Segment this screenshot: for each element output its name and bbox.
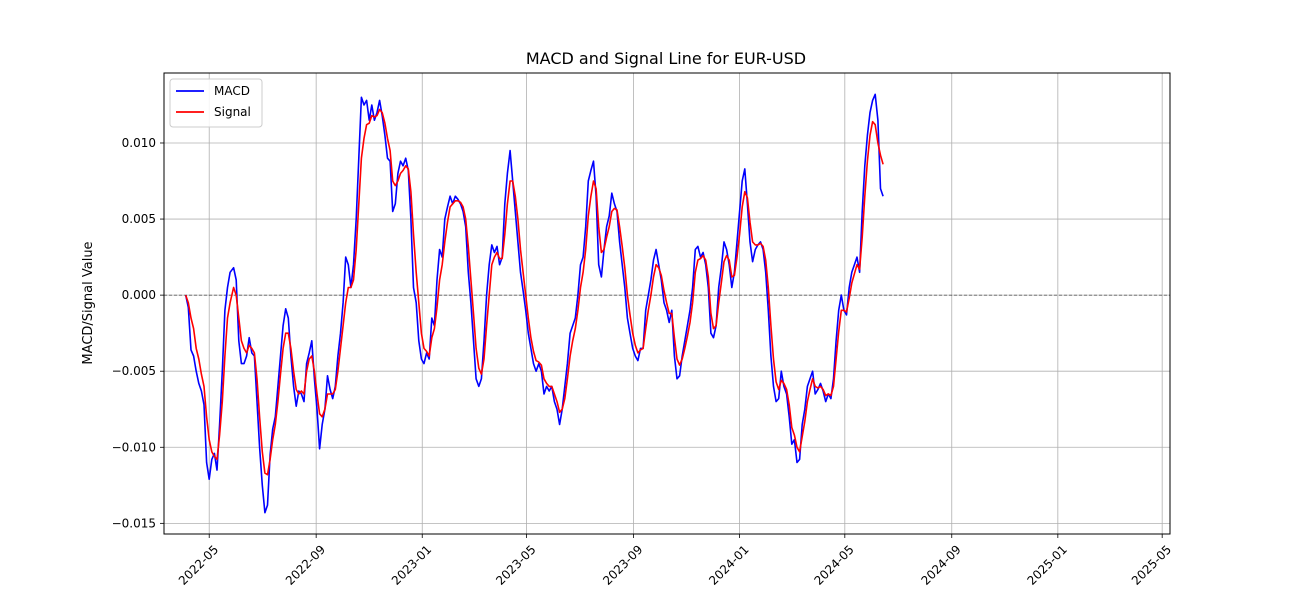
series-layer bbox=[184, 93, 884, 514]
plot-frame bbox=[163, 72, 1171, 535]
y-tick-label: 0.000 bbox=[122, 288, 156, 302]
legend-label: MACD bbox=[214, 84, 250, 98]
legend-label: Signal bbox=[214, 105, 251, 119]
y-tick-label: −0.015 bbox=[112, 516, 156, 530]
y-axis-label: MACD/Signal Value bbox=[81, 241, 96, 364]
y-tick-label: 0.005 bbox=[122, 212, 156, 226]
y-axis: −0.015 −0.010 −0.005 0.000 0.005 0.010 bbox=[112, 136, 164, 530]
y-tick-label: 0.010 bbox=[122, 136, 156, 150]
chart-title: MACD and Signal Line for EUR-USD bbox=[526, 49, 806, 68]
y-tick-label: −0.005 bbox=[112, 364, 156, 378]
y-tick-label: −0.010 bbox=[112, 440, 156, 454]
legend: MACD Signal bbox=[169, 78, 263, 128]
signal-line bbox=[184, 108, 884, 476]
macd-line bbox=[184, 93, 884, 514]
